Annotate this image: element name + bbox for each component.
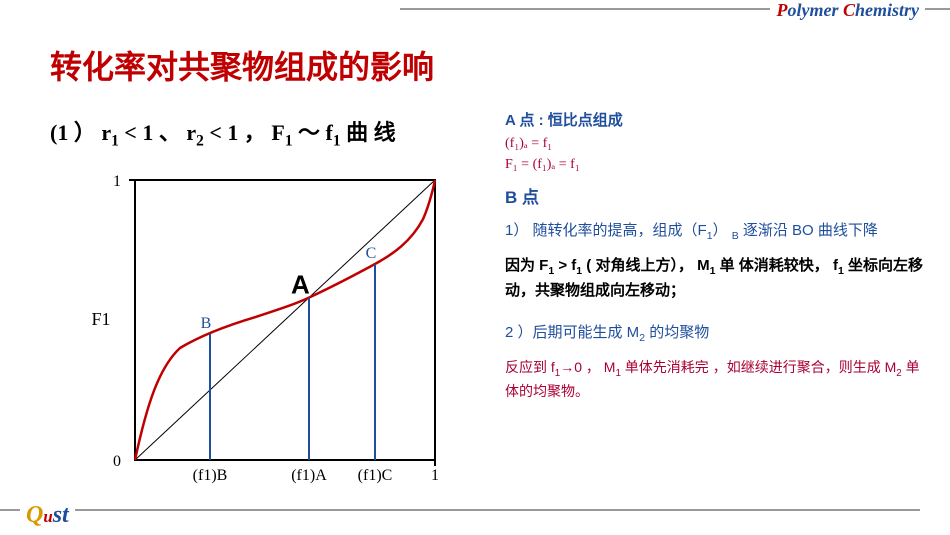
brand-c: C	[843, 0, 855, 20]
svg-text:1: 1	[113, 173, 121, 190]
svg-text:(f1)B: (f1)B	[193, 467, 228, 484]
logo-q: Q	[26, 502, 43, 528]
svg-text:(f1)A: (f1)A	[291, 467, 327, 484]
logo-st: st	[53, 502, 69, 528]
point-b-heading: B 点	[505, 185, 930, 211]
qust-logo: Qust	[20, 502, 75, 529]
svg-text:A: A	[291, 270, 310, 300]
page-title: 转化率对共聚物组成的影响	[50, 42, 434, 88]
point-a-heading: A 点 : 恒比点组成	[505, 110, 930, 133]
subtitle: (1 ） r1 < 1 、 r2 < 1 ， F1 ～ f1 曲 线	[50, 115, 396, 150]
b-note-2: 因为 F1 > f1 ( 对角线上方）， M1 单 体消耗较快， f1 坐标向左…	[505, 255, 930, 302]
svg-text:1: 1	[431, 467, 439, 484]
svg-text:C: C	[366, 245, 377, 262]
svg-text:F1: F1	[91, 309, 110, 329]
svg-text:(f1)C: (f1)C	[358, 467, 393, 484]
section-2-body: 反应到 f1→0 ， M1 单体先消耗完 ，如继续进行聚合，则生成 M2 单体的…	[505, 357, 930, 402]
a-eq1: (f₁)ₐ = f₁	[505, 133, 930, 154]
chart-svg: 1 0 1 F1 B (f1)B A (f1)A C (f1)C	[80, 160, 460, 490]
svg-text:B: B	[201, 315, 212, 332]
brand-p: P	[776, 0, 787, 20]
annotation-column: A 点 : 恒比点组成 (f₁)ₐ = f₁ F₁ = (f₁)ₐ = f₁ B…	[505, 110, 930, 412]
a-eq2: F₁ = (f₁)ₐ = f₁	[505, 154, 930, 175]
brand-header: Polymer Chemistry	[770, 0, 925, 21]
logo-u: u	[43, 507, 52, 526]
brand-hemistry: hemistry	[855, 0, 919, 20]
footer-divider	[0, 509, 920, 511]
brand-olymer: olymer	[787, 0, 843, 20]
section-2-heading: 2 ）后期可能生成 M2 的均聚物	[505, 322, 930, 347]
svg-text:0: 0	[113, 453, 121, 470]
f1-curve-chart: 1 0 1 F1 B (f1)B A (f1)A C (f1)C	[80, 160, 460, 490]
b-note-1: 1） 随转化率的提高，组成（F1） B 逐渐沿 BO 曲线下降	[505, 220, 930, 245]
